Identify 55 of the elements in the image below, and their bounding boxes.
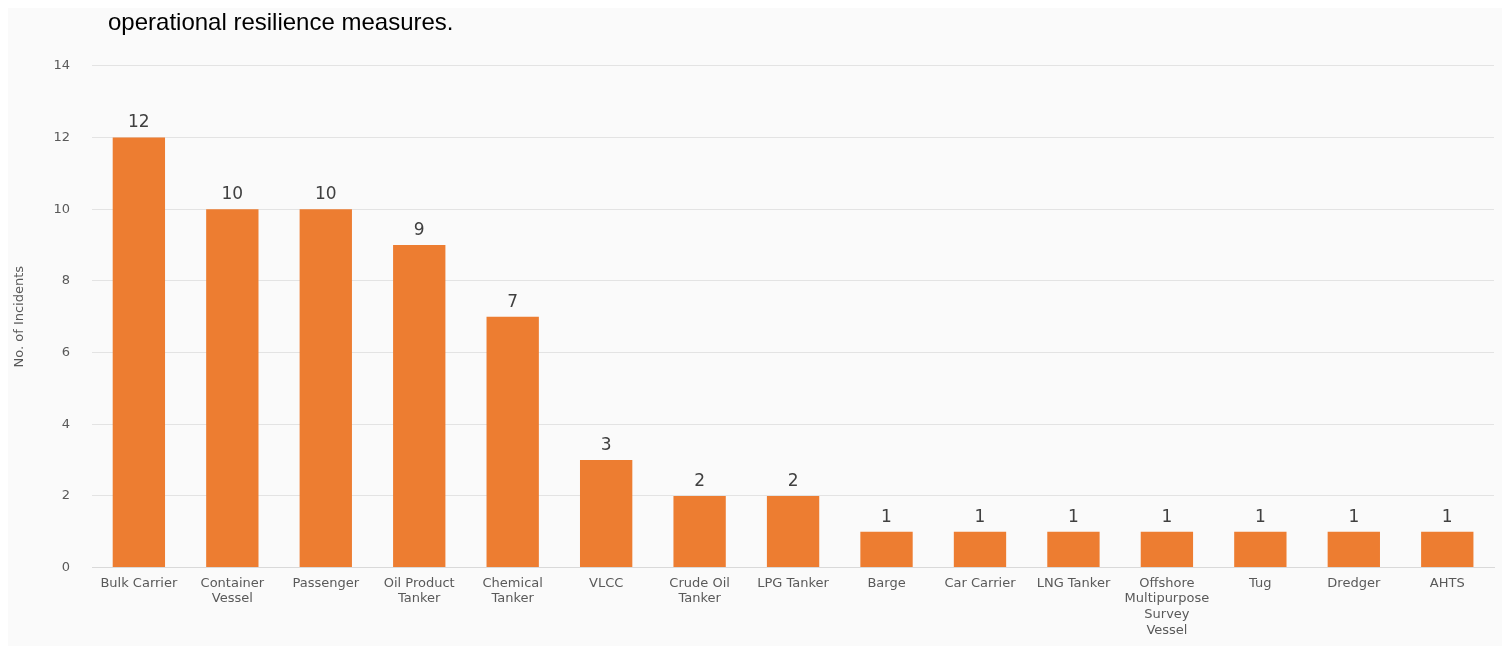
data-label: 1 [881,505,892,526]
x-tick-label: Oil Product Tanker [383,574,455,606]
bar [860,531,913,568]
y-tick-label: 8 [61,272,71,288]
data-label: 1 [1254,505,1266,526]
x-tick-label: Tug [1248,574,1272,590]
text: operational resilience measures. [107,8,455,36]
data-label: 3 [600,433,612,454]
x-tick-label: Car Carrier [944,574,1017,590]
y-axis-title: No. of Incidents [11,265,27,368]
bar [953,531,1007,568]
x-tick-label: AHTS [1429,574,1465,590]
bar [486,316,539,568]
y-tick-label: 0 [61,558,71,574]
bar [1234,531,1287,568]
bar [673,495,726,568]
bar [299,209,352,568]
data-label: 1 [1161,505,1173,526]
y-tick-label: 10 [53,200,71,216]
bar [1140,531,1194,568]
data-label: 2 [787,469,799,490]
y-tick-label: 14 [53,57,71,73]
x-tick-label: VLCC [589,574,624,590]
bar [766,495,820,568]
data-label: 10 [314,183,337,204]
x-tick-label: Bulk Carrier [100,574,178,590]
bar [1327,531,1380,568]
data-label: 2 [694,469,706,490]
data-label: 7 [507,290,519,311]
x-tick-label: LNG Tanker [1036,574,1111,590]
x-tick-label: Chemical Tanker [482,574,543,606]
y-tick-label: 6 [61,343,71,359]
bar [1047,531,1100,568]
y-tick-label: 2 [61,487,71,503]
x-tick-label: Offshore Multipurpose Survey Vessel [1124,574,1210,637]
data-label: 10 [221,183,244,204]
x-tick-label: Crude Oil Tanker [669,574,730,606]
data-label: 1 [1348,505,1360,526]
bar [579,460,633,568]
x-tick-label: Container Vessel [200,574,265,606]
data-label: 1 [974,505,986,526]
data-label: 9 [413,218,425,239]
data-label: 1 [1441,505,1453,526]
data-label: 1 [1068,505,1079,526]
y-tick-label: 4 [61,415,71,431]
bar [1421,531,1474,568]
x-tick-label: LPG Tanker [757,574,830,590]
bar [206,209,259,568]
x-tick-label: Passenger [292,574,360,590]
data-label: 12 [128,111,150,132]
bar [393,245,446,568]
x-tick-label: Barge [867,574,906,590]
bar [112,137,166,568]
x-tick-label: Dredger [1327,574,1381,590]
y-tick-label: 12 [53,128,71,144]
